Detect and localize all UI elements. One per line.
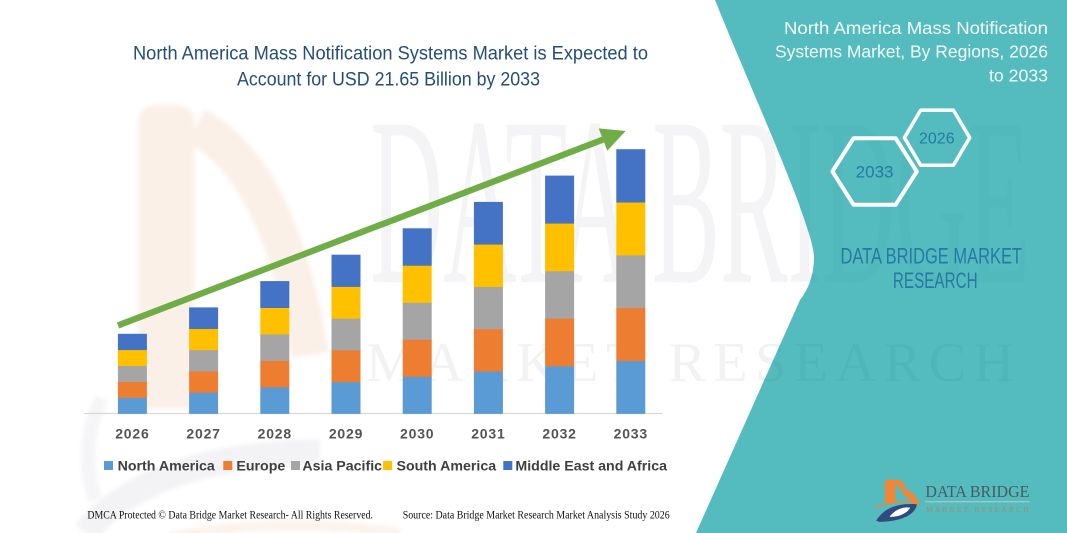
svg-text:2029: 2029 [329,426,363,442]
svg-text:RESEARCH: RESEARCH [893,268,978,293]
svg-text:DATA BRIDGE MARKET: DATA BRIDGE MARKET [841,244,1023,269]
svg-text:MARKET RESEARCH: MARKET RESEARCH [926,506,1028,514]
svg-text:2026: 2026 [919,131,955,148]
svg-text:2033: 2033 [614,426,648,442]
svg-text:2031: 2031 [471,426,505,442]
svg-text:DMCA Protected © Data Bridge M: DMCA Protected © Data Bridge Market Rese… [87,510,373,522]
svg-text:North America Mass Notificatio: North America Mass Notification Systems … [133,44,648,65]
svg-text:Account for USD 21.65 Billion: Account for USD 21.65 Billion by 2033 [237,69,540,90]
svg-text:2028: 2028 [258,426,292,442]
svg-text:2026: 2026 [115,426,149,442]
svg-text:to 2033: to 2033 [989,65,1048,85]
svg-text:South America: South America [397,458,497,474]
svg-text:Middle East and Africa: Middle East and Africa [515,458,667,474]
svg-text:Systems Market, By Regions, 20: Systems Market, By Regions, 2026 [775,42,1048,62]
svg-text:2030: 2030 [400,426,434,442]
svg-text:2033: 2033 [856,163,894,182]
svg-text:North America Mass Notificatio: North America Mass Notification [784,18,1048,38]
svg-text:North America: North America [118,458,215,474]
svg-text:2027: 2027 [186,426,220,442]
svg-text:2032: 2032 [542,426,576,442]
svg-text:Europe: Europe [236,458,285,474]
svg-text:DATA BRIDGE: DATA BRIDGE [925,482,1029,501]
svg-text:Asia Pacific: Asia Pacific [302,458,382,474]
svg-text:Source: Data Bridge Market Res: Source: Data Bridge Market Research Mark… [403,510,670,522]
